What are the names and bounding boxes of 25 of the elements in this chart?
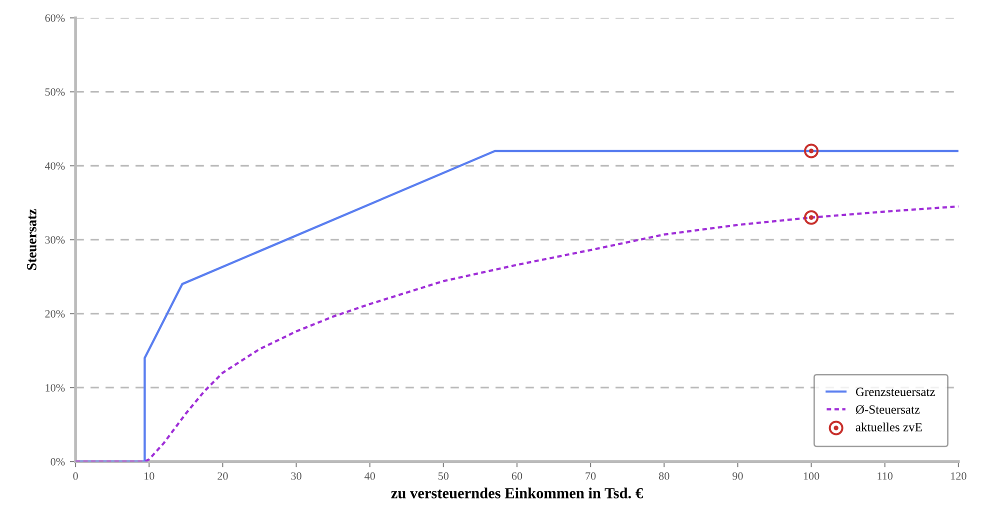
x-tick-label: 80 <box>659 472 670 480</box>
x-tick-label: 0 <box>73 472 78 480</box>
x-tick-label: 20 <box>218 472 228 480</box>
y-axis-title: Steuersatz <box>27 209 36 270</box>
x-tick-label: 50 <box>438 472 449 480</box>
y-tick-label: 10% <box>46 384 65 392</box>
legend-label: Ø-Steuersatz <box>856 405 920 414</box>
x-tick-label: 90 <box>732 472 743 480</box>
x-tick-label: 100 <box>804 472 820 480</box>
legend-label: aktuelles zvE <box>856 422 922 432</box>
x-axis-title: zu versteuerndes Einkommen in Tsd. € <box>391 488 643 498</box>
x-tick-label: 40 <box>364 472 375 480</box>
y-tick-label: 40% <box>44 162 65 170</box>
y-tick-label: 20% <box>45 310 65 318</box>
y-tick-label: 0% <box>50 458 65 466</box>
x-tick-label: 10 <box>144 472 154 480</box>
y-tick-label: 30% <box>45 236 65 244</box>
legend-label: Grenzsteuersatz <box>856 388 935 396</box>
y-tick-label: 50% <box>45 88 65 96</box>
x-tick-label: 30 <box>291 472 302 480</box>
x-tick-label: 70 <box>586 472 596 480</box>
x-tick-label: 60 <box>512 472 522 480</box>
y-tick-label: 60% <box>45 14 65 22</box>
x-tick-label: 120 <box>951 472 966 480</box>
x-tick-label: 110 <box>878 472 893 480</box>
